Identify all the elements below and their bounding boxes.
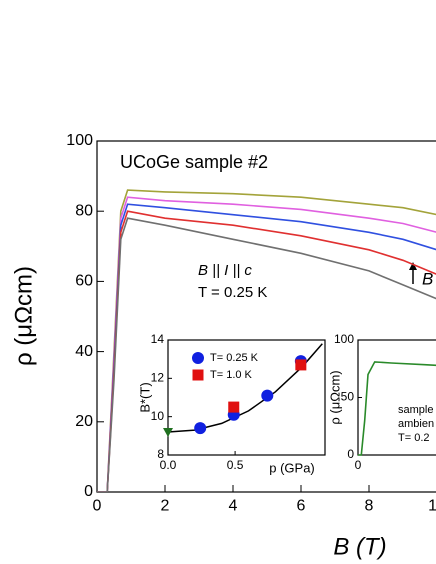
x-axis-label: p (GPa) <box>269 460 315 475</box>
legend-marker <box>192 369 204 381</box>
y-tick-label: 60 <box>75 273 93 290</box>
point <box>295 359 307 371</box>
legend-label: T= 1.0 K <box>210 369 253 381</box>
plot-frame <box>167 339 326 456</box>
y-tick-label: 50 <box>341 390 355 404</box>
y-axis-label: ρ (μΩcm) <box>10 266 37 366</box>
point <box>261 389 274 402</box>
x-tick-label: 0.0 <box>160 458 177 472</box>
legend-marker <box>192 352 204 364</box>
inset-background <box>358 340 436 455</box>
y-tick-label: 8 <box>157 447 164 461</box>
plot-area <box>358 361 436 456</box>
y-tick-label: 100 <box>334 332 354 346</box>
x-tick-label: 2 <box>161 498 170 515</box>
annotation: B <box>422 269 433 288</box>
y-tick-label: 12 <box>151 371 165 385</box>
y-tick-label: 14 <box>151 332 165 346</box>
point <box>163 428 173 437</box>
point <box>228 401 240 413</box>
annotation: B || I || c <box>198 262 252 279</box>
x-tick-label: 10 <box>428 498 436 515</box>
y-tick-label: 10 <box>151 409 165 423</box>
x-tick-label: 0 <box>355 458 362 472</box>
y-tick-label: 0 <box>84 483 93 500</box>
x-tick-label: 4 <box>229 498 238 515</box>
y-tick-label: 100 <box>66 132 93 149</box>
annotation: T = 0.25 K <box>198 284 267 301</box>
y-axis-label: B*(T) <box>137 382 152 412</box>
legend-label: T= 0.25 K <box>210 352 259 364</box>
annotation: sample <box>398 404 433 416</box>
plot-area <box>163 343 323 437</box>
x-tick-label: 6 <box>297 498 306 515</box>
y-tick-label: 0 <box>347 447 354 461</box>
y-tick-label: 80 <box>75 202 93 219</box>
x-tick-label: 0.5 <box>227 458 244 472</box>
x-axis-label: B (T) <box>333 533 386 560</box>
annotation: ambien <box>398 418 434 430</box>
annotation: T= 0.2 <box>398 432 430 444</box>
x-tick-label: 0 <box>93 498 102 515</box>
x-tick-label: 8 <box>365 498 374 515</box>
y-axis-label: ρ (μΩcm) <box>327 370 342 424</box>
point <box>194 422 207 435</box>
y-tick-label: 20 <box>75 413 93 430</box>
chart-title: UCoGe sample #2 <box>120 152 268 172</box>
data-line <box>97 217 436 492</box>
plot-frame <box>96 140 436 493</box>
data-line <box>358 361 436 456</box>
arrow-head <box>409 262 417 270</box>
plot-area <box>97 189 436 492</box>
y-tick-label: 40 <box>75 343 93 360</box>
